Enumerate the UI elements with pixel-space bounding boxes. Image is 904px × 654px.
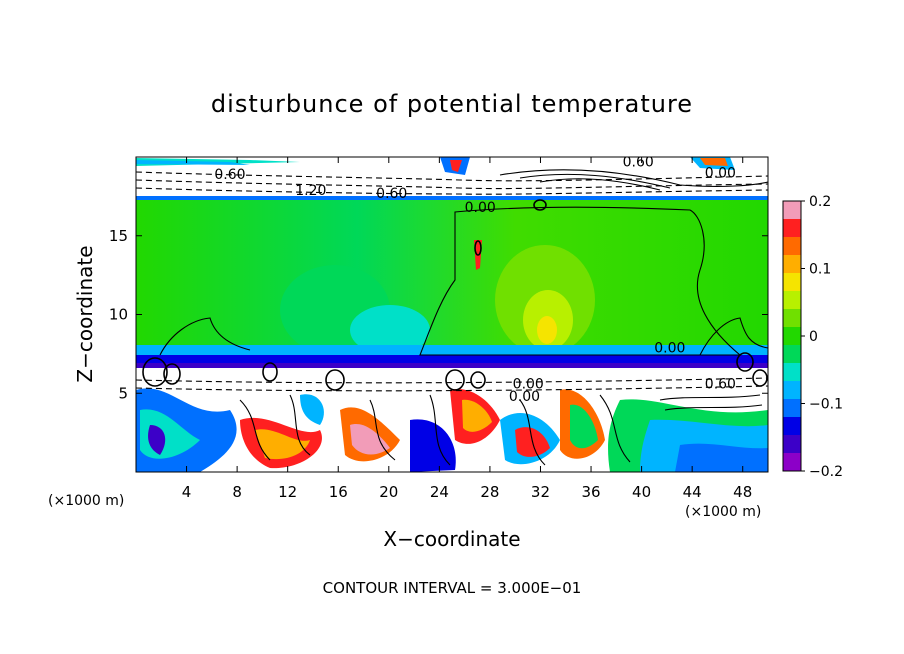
- colorbar-swatch: [783, 201, 801, 220]
- colorbar-tick-label: 0: [809, 329, 818, 345]
- contour-label: 0.60: [376, 186, 407, 202]
- colorbar-swatch: [783, 453, 801, 472]
- colorbar-tick-label: 0.1: [809, 262, 831, 278]
- x-tick-label: 48: [733, 483, 752, 501]
- colorbar-tick-label: 0.2: [809, 194, 831, 210]
- x-tick-label: 8: [232, 483, 242, 501]
- x-unit-left: (×1000 m): [48, 493, 124, 509]
- colorbar-tick-label: −0.2: [809, 464, 843, 480]
- colorbar: [782, 200, 802, 472]
- colorbar-swatch: [783, 417, 801, 436]
- x-tick-label: 20: [379, 483, 398, 501]
- contour-label: 0.60: [623, 154, 654, 170]
- x-tick-label: 24: [430, 483, 449, 501]
- y-tick-label: 15: [109, 227, 128, 245]
- colorbar-swatch: [783, 399, 801, 418]
- colorbar-swatch: [783, 363, 801, 382]
- contour-label: 0.00: [513, 377, 544, 393]
- colorbar-swatch: [783, 291, 801, 310]
- x-unit-right: (×1000 m): [685, 504, 761, 520]
- contour-interval-footer: CONTOUR INTERVAL = 3.000E−01: [323, 579, 582, 597]
- x-tick-label: 40: [632, 483, 651, 501]
- x-axis-label: X−coordinate: [383, 527, 520, 551]
- colorbar-swatch: [783, 309, 801, 328]
- x-tick-label: 44: [683, 483, 702, 501]
- colorbar-swatch: [783, 345, 801, 364]
- plot-field: 0.601.20 0.600.600.000.000.000.000.600.00: [136, 154, 768, 472]
- colorbar-tick-label: −0.1: [809, 397, 843, 413]
- contour-label: 1.20: [295, 183, 326, 199]
- colorbar-swatch: [783, 327, 801, 346]
- y-tick-label: 10: [109, 306, 128, 324]
- y-axis-label: Z−coordinate: [73, 245, 97, 382]
- y-tick-label: 5: [118, 384, 128, 402]
- x-tick-label: 12: [278, 483, 297, 501]
- x-tick-label: 36: [581, 483, 600, 501]
- colorbar-swatch: [783, 219, 801, 238]
- contour-label: 0.60: [705, 377, 736, 393]
- contour-label: 0.00: [509, 389, 540, 405]
- colorbar-swatch: [783, 435, 801, 454]
- contour-label: 0.00: [705, 165, 736, 181]
- colorbar-swatch: [783, 237, 801, 256]
- contour-label: 0.00: [654, 340, 685, 356]
- x-tick-label: 4: [182, 483, 192, 501]
- x-tick-label: 28: [480, 483, 499, 501]
- x-tick-label: 32: [531, 483, 550, 501]
- chart-title: disturbunce of potential temperature: [211, 90, 693, 118]
- contour-label: 0.00: [465, 200, 496, 216]
- colorbar-swatch: [783, 255, 801, 274]
- x-tick-label: 16: [329, 483, 348, 501]
- colorbar-swatch: [783, 381, 801, 400]
- colorbar-swatch: [783, 273, 801, 292]
- contour-label: 0.60: [214, 167, 245, 183]
